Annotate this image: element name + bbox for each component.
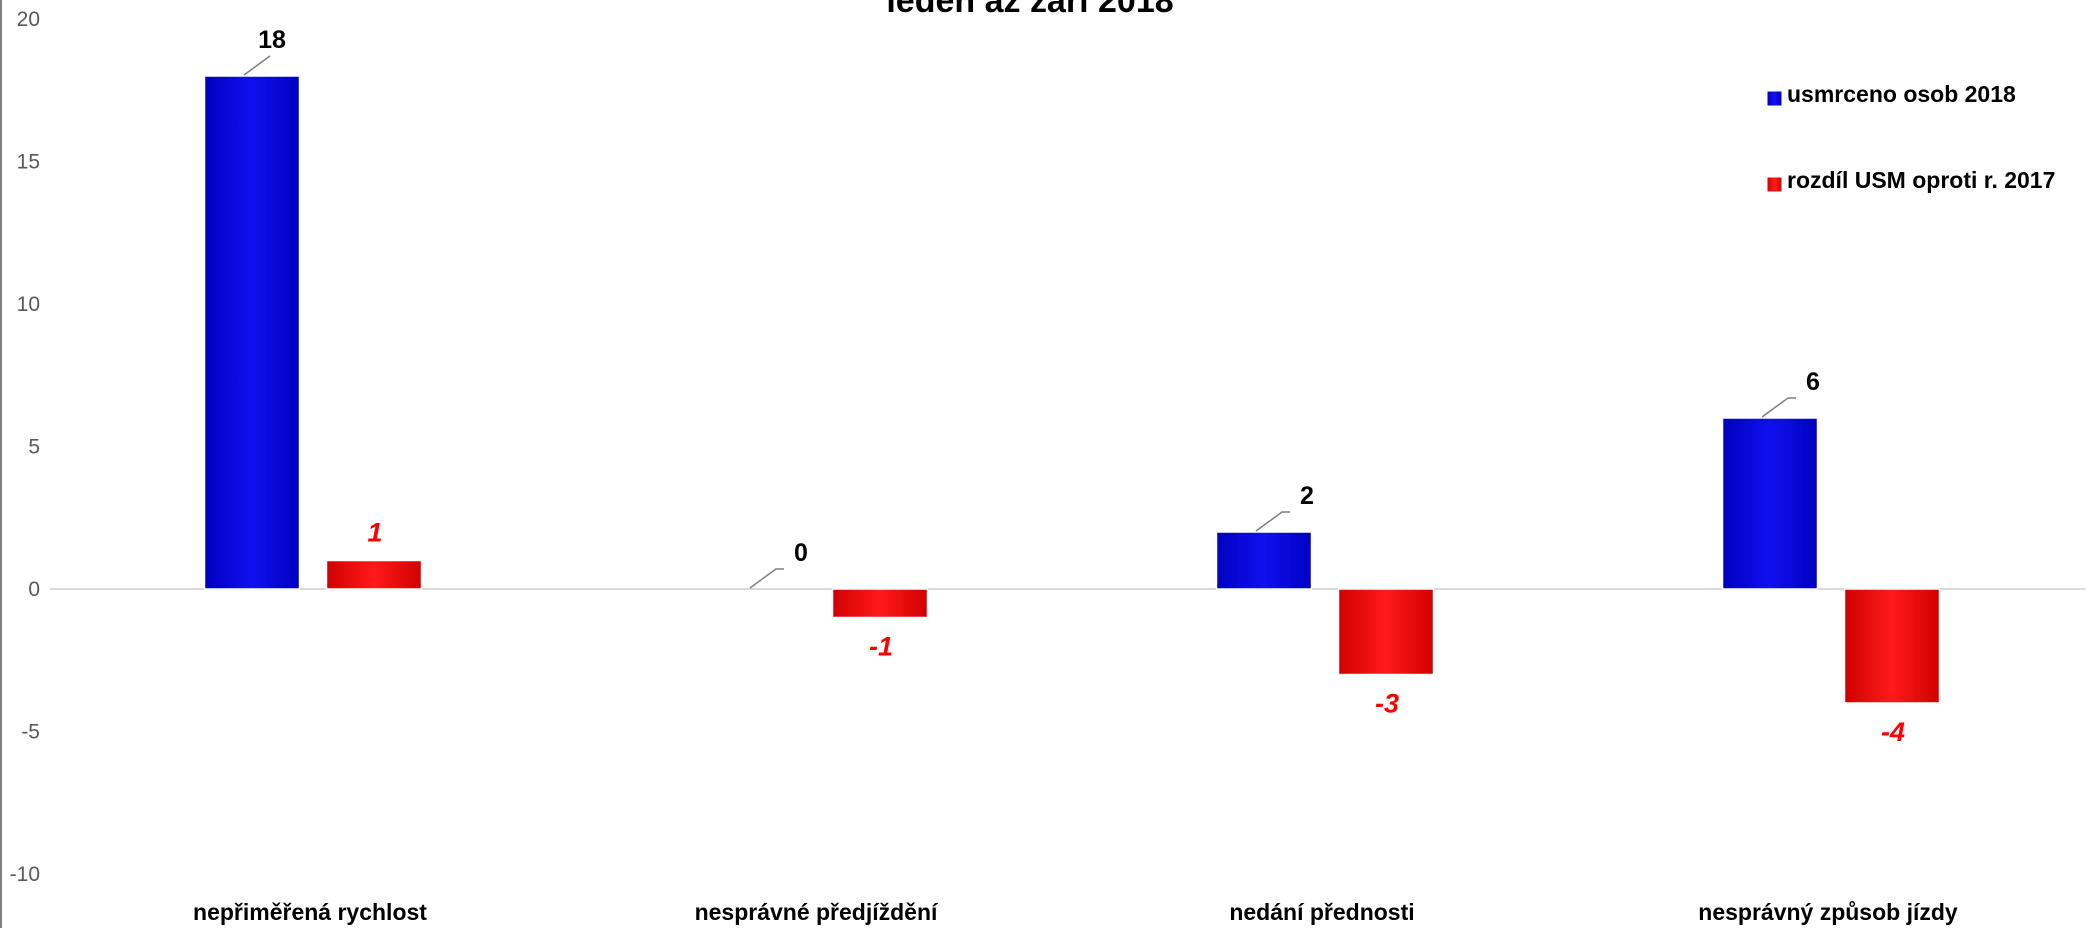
category-label: nesprávné předjíždění	[695, 899, 939, 925]
legend-label: usmrceno osob 2018	[1787, 81, 2016, 107]
y-tick-label: -5	[21, 721, 40, 744]
leader-line	[749, 568, 784, 589]
y-tick-label: 10	[17, 293, 40, 316]
y-tick-label: 15	[17, 151, 40, 174]
data-label-usmrceno: 18	[258, 26, 286, 54]
bar-usmrceno	[203, 75, 301, 590]
category-label: nepřiměřená rychlost	[193, 899, 427, 925]
leader-line	[1761, 397, 1796, 418]
legend-label: rozdíl USM oproti r. 2017	[1787, 167, 2055, 193]
bar-usmrceno	[1721, 417, 1819, 590]
bar-usmrceno	[1215, 531, 1313, 590]
y-tick-label: 5	[28, 436, 40, 459]
legend: usmrceno osob 2018 rozdíl USM oproti r. 2…	[1766, 81, 2055, 193]
data-label-usmrceno: 6	[1806, 368, 1820, 396]
data-label-usmrceno: 2	[1300, 482, 1314, 510]
data-label-rozdil: -3	[1375, 689, 1399, 719]
category-label: nesprávný způsob jízdy	[1698, 899, 1958, 925]
y-tick-label: 0	[28, 578, 40, 601]
bar-rozdil	[325, 559, 423, 590]
bar-rozdil	[831, 588, 929, 619]
data-label-rozdil: -4	[1881, 717, 1905, 747]
leader-line	[243, 55, 271, 76]
data-label-rozdil: -1	[869, 632, 893, 662]
data-label-rozdil: 1	[367, 518, 382, 548]
chart-title: leden až září 2018	[886, 0, 1173, 20]
category-label: nedání přednosti	[1229, 899, 1414, 925]
y-tick-label: -10	[10, 863, 40, 886]
bar-rozdil	[1337, 588, 1435, 676]
data-label-usmrceno: 0	[794, 539, 808, 567]
legend-swatch	[1766, 90, 1783, 107]
legend-swatch	[1766, 176, 1783, 193]
bar-rozdil	[1843, 588, 1941, 704]
leader-line	[1255, 511, 1290, 532]
y-tick-label: 20	[17, 8, 40, 31]
